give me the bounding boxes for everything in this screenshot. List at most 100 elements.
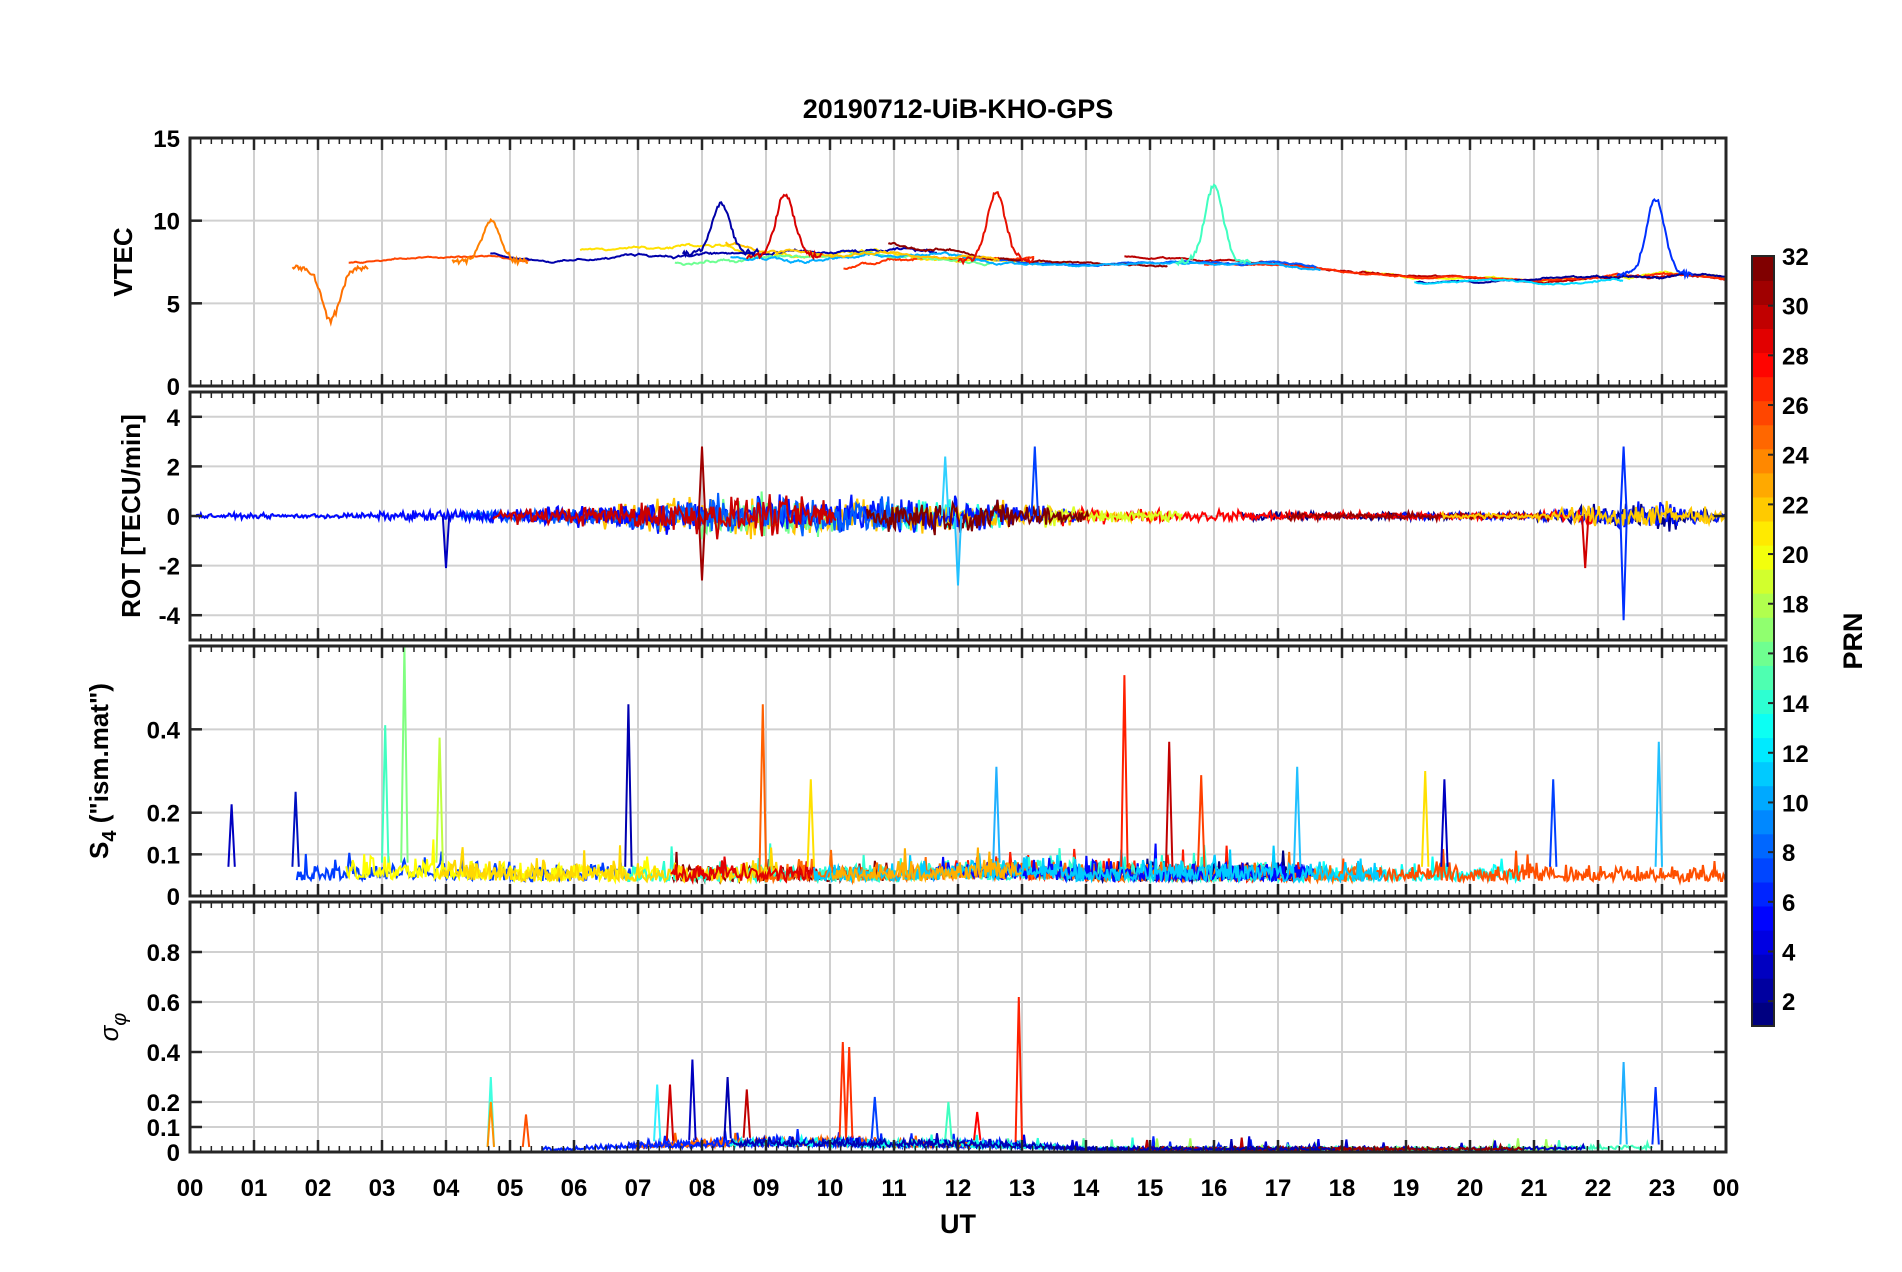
spike-line: [1651, 1086, 1660, 1145]
x-tick-label: 17: [1265, 1175, 1292, 1202]
x-tick-label: 03: [369, 1175, 396, 1202]
y-axis-label: VTEC: [108, 227, 138, 297]
colorbar-segment: [1752, 496, 1774, 522]
peak-line: [451, 217, 529, 267]
colorbar-segment: [1752, 592, 1774, 618]
colorbar-tick-label: 10: [1782, 790, 1809, 817]
colorbar-label: PRN: [1838, 612, 1868, 669]
y-tick-label: 2: [167, 454, 180, 481]
colorbar-segment: [1752, 448, 1774, 474]
colorbar-tick-label: 30: [1782, 294, 1809, 321]
spike-line: [381, 725, 390, 863]
x-tick-label: 08: [689, 1175, 716, 1202]
colorbar-tick-label: 4: [1782, 939, 1796, 966]
y-tick-label: -2: [159, 554, 180, 581]
spike-line: [624, 704, 633, 867]
colorbar-tick-label: 24: [1782, 443, 1809, 470]
series-group: [227, 646, 1726, 886]
x-tick-label: 23: [1649, 1175, 1676, 1202]
panel-rot: -4 -2 0 2 4 ROT [TECU/min]: [116, 390, 1728, 642]
prn-series-line: [865, 499, 1090, 536]
y-axis-label: σφ: [94, 1013, 131, 1042]
y-tick-label: 5: [167, 291, 180, 318]
panel-vtec: 0 5 10 15 VTEC: [108, 126, 1728, 401]
panel-s4: 0 0.1 0.2 0.4 S4 ("ism.mat"): [84, 644, 1728, 911]
prn-series-line: [348, 254, 530, 264]
y-tick-label: 0: [167, 374, 180, 401]
colorbar-segment: [1752, 256, 1774, 281]
x-tick-label: 20: [1457, 1175, 1484, 1202]
spike-line: [1549, 779, 1558, 867]
x-tick-label: 21: [1521, 1175, 1548, 1202]
prn-series-line: [729, 1133, 1047, 1151]
spike-line: [521, 1114, 531, 1148]
spike-line: [1120, 675, 1129, 867]
spike-line: [870, 1096, 879, 1139]
colorbar-segment: [1752, 616, 1774, 642]
colorbar-segment: [1752, 376, 1774, 402]
spike-line: [697, 446, 707, 517]
y-tick-label: 0.6: [147, 990, 180, 1017]
spike-line: [1619, 446, 1628, 517]
spike-line: [486, 1101, 495, 1148]
colorbar-segment: [1752, 520, 1774, 546]
colorbar-tick-label: 16: [1782, 641, 1809, 668]
peak-line: [1616, 198, 1694, 281]
spike-line: [845, 1046, 854, 1138]
spike-line: [441, 515, 451, 569]
colorbar-tick-label: 6: [1782, 890, 1795, 917]
spike-line: [688, 1059, 697, 1140]
prn-series-line: [1440, 500, 1726, 528]
chart-title: 20190712-UiB-KHO-GPS: [803, 94, 1114, 124]
colorbar-tick-label: 18: [1782, 592, 1809, 619]
x-tick-label: 05: [497, 1175, 524, 1202]
x-tick-label: 11: [881, 1175, 906, 1202]
colorbar-segment: [1752, 857, 1774, 883]
y-tick-label: 15: [153, 126, 180, 153]
spike-line: [291, 791, 300, 867]
y-axis-label: S4 ("ism.mat"): [84, 683, 121, 859]
colorbar-tick-label: 20: [1782, 542, 1809, 569]
y-tick-label: 0.1: [147, 1115, 180, 1142]
colorbar-segment: [1752, 785, 1774, 811]
spike-line: [1619, 515, 1628, 621]
colorbar-segment: [1752, 328, 1774, 354]
x-tick-label: 00: [1713, 1175, 1740, 1202]
colorbar-tick-label: 22: [1782, 492, 1809, 519]
x-tick-label: 10: [817, 1175, 844, 1202]
x-tick-label: 00: [177, 1175, 204, 1202]
spike-line: [992, 766, 1001, 863]
colorbar-segment: [1752, 424, 1774, 450]
colorbar-segment: [1752, 568, 1774, 594]
colorbar-segment: [1752, 713, 1774, 739]
colorbar-segment: [1752, 280, 1774, 305]
x-tick-label: 22: [1585, 1175, 1612, 1202]
y-tick-label: 0.2: [147, 801, 180, 828]
colorbar-segment: [1752, 881, 1774, 907]
colorbar-segment: [1752, 665, 1774, 690]
prn-series-line: [1341, 849, 1726, 886]
spike-line: [723, 1076, 732, 1139]
x-tick-label: 02: [305, 1175, 332, 1202]
peak-line: [681, 201, 760, 259]
colorbar-tick-label: 32: [1782, 244, 1809, 271]
prn-series-line: [492, 494, 837, 540]
x-tick-label: 12: [945, 1175, 972, 1202]
colorbar-segment: [1752, 544, 1774, 570]
x-tick-label: 01: [241, 1175, 268, 1202]
colorbar-tick-label: 14: [1782, 691, 1809, 718]
panel-sigma_phi: 00.10.2 0.4 0.6 0.8 σφ: [94, 900, 1728, 1167]
peak-line: [291, 264, 369, 327]
spike-line: [1030, 446, 1039, 517]
spike-line: [1293, 766, 1302, 867]
x-tick-label: 15: [1137, 1175, 1164, 1202]
spike-line: [1619, 1061, 1628, 1145]
y-tick-label: 0: [167, 504, 180, 531]
colorbar-tick-label: 26: [1782, 393, 1809, 420]
peak-line: [957, 191, 1035, 266]
spike-line: [941, 456, 950, 517]
prn-series-line: [724, 241, 1000, 262]
